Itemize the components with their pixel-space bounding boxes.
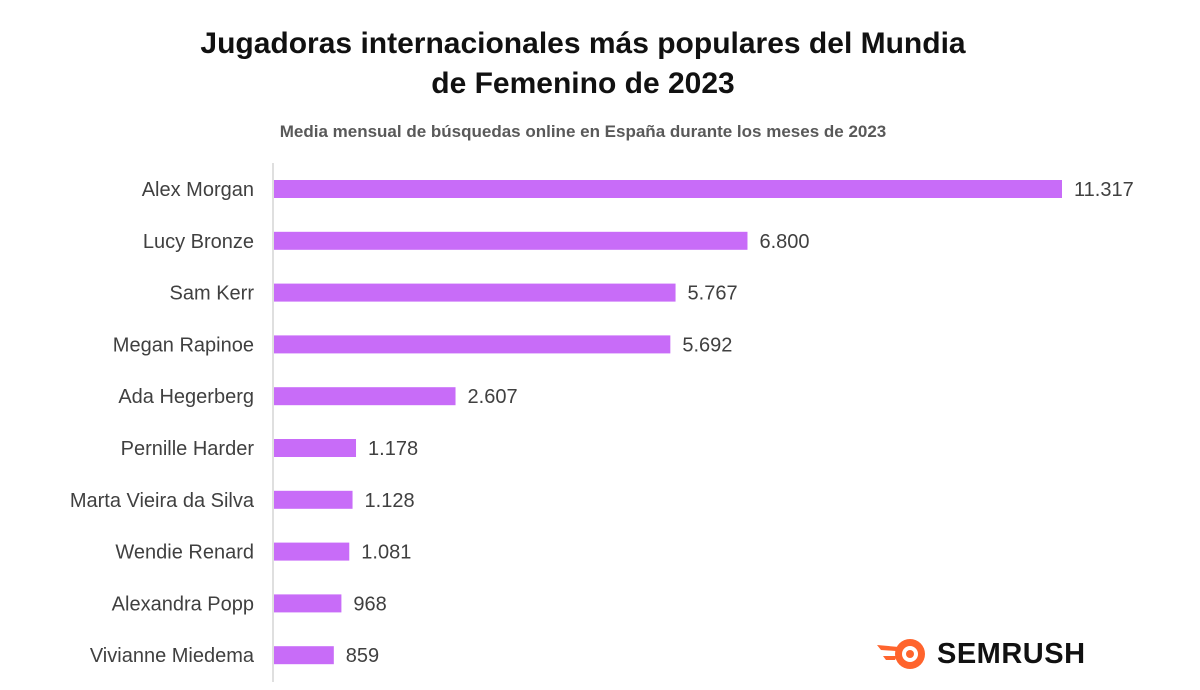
category-label: Vivianne Miedema: [90, 645, 255, 667]
chart-title-line-1: Jugadoras internacionales más populares …: [200, 27, 966, 60]
value-label: 5.767: [688, 283, 738, 305]
value-label: 6.800: [759, 231, 809, 253]
bar: [274, 335, 671, 354]
category-label: Wendie Renard: [115, 542, 254, 564]
value-label: 1.081: [361, 542, 411, 564]
semrush-logo: SEMRUSH: [875, 636, 1086, 672]
category-label: Sam Kerr: [170, 283, 255, 305]
category-label: Megan Rapinoe: [113, 334, 254, 356]
value-label: 968: [353, 593, 386, 615]
brand-name: SEMRUSH: [937, 637, 1086, 670]
chart-title-line-2: de Femenino de 2023: [431, 67, 735, 100]
value-label: 5.692: [682, 334, 732, 356]
semrush-flame-icon: [877, 639, 925, 669]
value-label: 11.317: [1074, 179, 1134, 201]
value-label: 2.607: [468, 386, 518, 408]
chart-subtitle: Media mensual de búsquedas online en Esp…: [279, 122, 887, 141]
chart-title: Jugadoras internacionales más populares …: [0, 24, 1166, 104]
category-label: Alexandra Popp: [112, 593, 254, 615]
bar: [274, 283, 676, 302]
category-label: Pernille Harder: [121, 438, 255, 460]
value-label: 1.128: [365, 490, 415, 512]
bar: [274, 231, 748, 250]
value-label: 859: [346, 645, 379, 667]
bar: [274, 542, 350, 561]
bar: [274, 439, 357, 457]
value-label: 1.178: [368, 438, 418, 460]
category-label: Lucy Bronze: [143, 231, 254, 253]
bar: [274, 594, 342, 613]
bar: [274, 387, 456, 406]
bar: [274, 180, 1062, 198]
category-label: Alex Morgan: [142, 179, 254, 201]
bar: [274, 646, 334, 665]
category-label: Marta Vieira da Silva: [70, 490, 255, 512]
category-label: Ada Hegerberg: [118, 386, 254, 408]
bar: [274, 490, 353, 509]
